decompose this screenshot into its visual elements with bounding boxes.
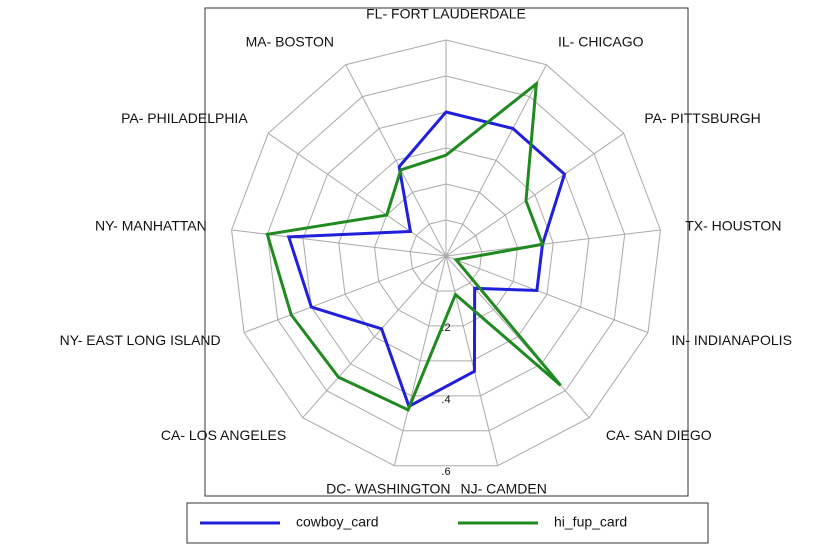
r-tick-label: .4 (441, 394, 450, 406)
spoke (243, 255, 447, 334)
r-tick-label: .2 (441, 322, 450, 334)
grid-ring (409, 219, 483, 292)
grid-ring (302, 111, 590, 397)
spoke (445, 255, 649, 334)
spoke (445, 229, 661, 257)
series-line (286, 110, 567, 409)
axis-label: PA- PITTSBURGH (644, 110, 760, 126)
grid-ring (338, 147, 554, 362)
axis-label: NY- MANHATTAN (95, 218, 207, 234)
spoke (445, 64, 547, 257)
spoke (267, 132, 447, 257)
axis-label: TX- HOUSTON (685, 218, 781, 234)
legend-label: cowboy_card (296, 514, 379, 530)
grid-ring (231, 39, 661, 467)
legend-label: hi_fup_card (554, 514, 627, 530)
plot-frame (204, 7, 689, 497)
legend-box (186, 502, 709, 544)
spoke (345, 64, 447, 257)
r-tick-label: .6 (441, 466, 450, 478)
spoke (445, 255, 499, 466)
axis-label: CA- LOS ANGELES (161, 427, 286, 443)
axis-label: MA- BOSTON (246, 33, 334, 49)
spoke (302, 255, 447, 419)
axis-label: IN- INDIANAPOLIS (671, 332, 792, 348)
axis-label: NY- EAST LONG ISLAND (60, 332, 221, 348)
axis-label: CA- SAN DIEGO (606, 427, 712, 443)
axis-label: FL- FORT LAUDERDALE (366, 6, 526, 22)
grid-ring (266, 75, 626, 432)
axis-label: NJ- CAMDEN (461, 481, 547, 497)
spoke (393, 255, 447, 466)
spoke (445, 132, 625, 257)
grid-ring (374, 183, 518, 327)
axis-label: IL- CHICAGO (558, 33, 644, 49)
spoke (445, 255, 590, 419)
series-line (265, 80, 562, 412)
axis-label: DC- WASHINGTON (326, 481, 450, 497)
axis-label: PA- PHILADELPHIA (121, 110, 248, 126)
